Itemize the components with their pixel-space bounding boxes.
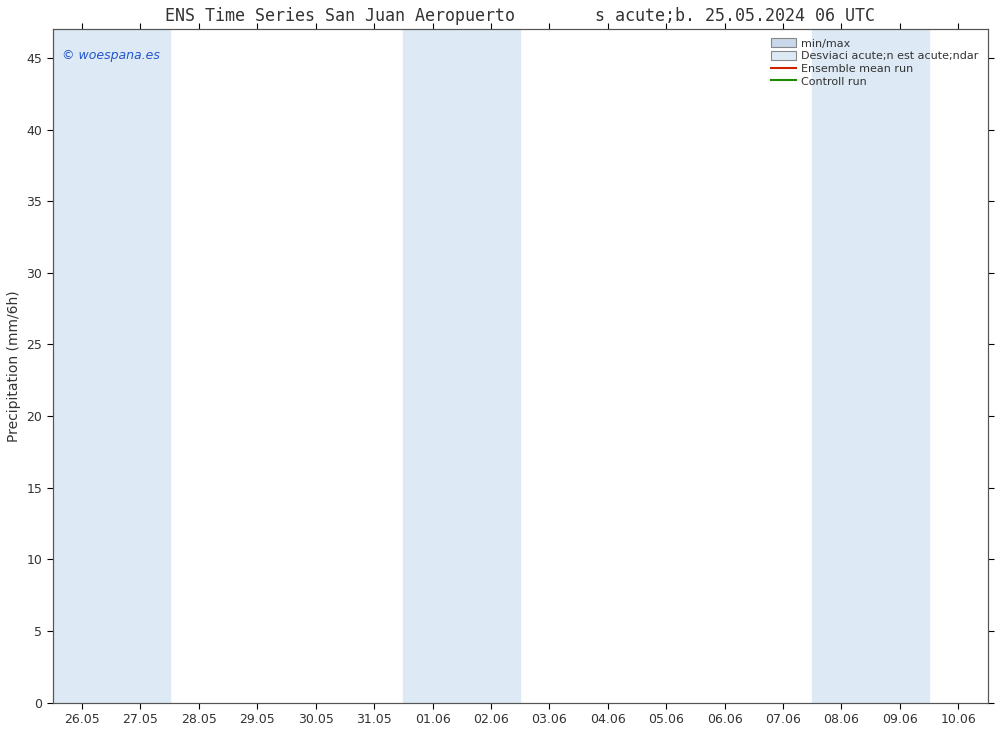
- Bar: [871, 29, 929, 703]
- Bar: [462, 29, 520, 703]
- Bar: [53, 29, 111, 703]
- Title: ENS Time Series San Juan Aeropuerto        s acute;b. 25.05.2024 06 UTC: ENS Time Series San Juan Aeropuerto s ac…: [165, 7, 875, 25]
- Bar: [812, 29, 871, 703]
- Y-axis label: Precipitation (mm/6h): Precipitation (mm/6h): [7, 290, 21, 442]
- Text: © woespana.es: © woespana.es: [62, 50, 160, 62]
- Bar: [111, 29, 170, 703]
- Legend: min/max, Desviaci acute;n est acute;ndar, Ensemble mean run, Controll run: min/max, Desviaci acute;n est acute;ndar…: [768, 35, 982, 90]
- Bar: [403, 29, 462, 703]
